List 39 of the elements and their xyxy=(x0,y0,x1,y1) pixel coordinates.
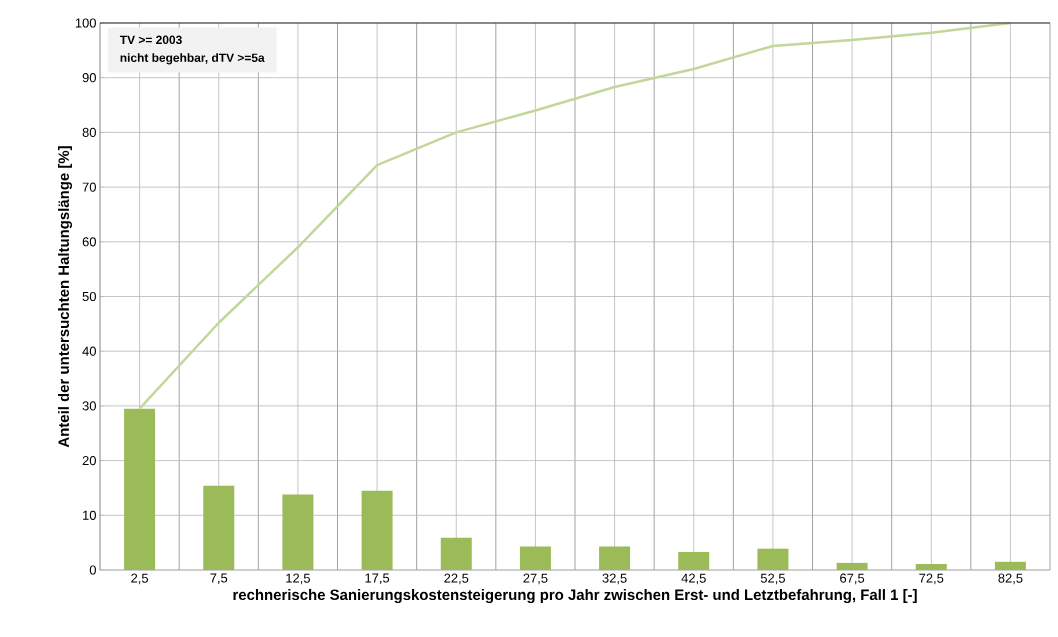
x-axis-title: rechnerische Sanierungskostensteigerung pro Jahr zwischen Erst- und Letztbefahrung, Fall 1 [-] xyxy=(233,589,917,604)
bar xyxy=(519,546,551,570)
annotation: nicht begehbar, dTV >=5a xyxy=(120,53,265,65)
x-tick-label: 27,5 xyxy=(523,573,548,585)
y-tick-label: 50 xyxy=(82,291,96,302)
y-tick-label: 30 xyxy=(82,401,96,411)
bar xyxy=(836,562,868,570)
bar xyxy=(599,546,631,570)
bar xyxy=(361,490,393,570)
y-tick-label: 20 xyxy=(82,456,96,466)
bar xyxy=(994,561,1026,570)
x-tick-label: 42,5 xyxy=(681,573,706,585)
y-tick-label: 40 xyxy=(82,346,96,356)
bar xyxy=(757,548,789,570)
x-tick-label: 72,5 xyxy=(919,573,944,585)
bar xyxy=(203,485,235,570)
bar xyxy=(678,551,710,570)
y-tick-label: 80 xyxy=(82,127,96,137)
x-tick-label: 52,5 xyxy=(760,573,785,585)
y-tick-label: 70 xyxy=(82,182,96,192)
x-tick-label: 67,5 xyxy=(840,573,865,585)
annotation: TV >= 2003 xyxy=(119,35,182,45)
y-tick-label: 90 xyxy=(82,73,96,83)
y-tick-label: 60 xyxy=(82,237,96,247)
y-axis-title: Anteil der untersuchten Haltungslänge [%] xyxy=(58,146,73,448)
x-tick-label: 7,5 xyxy=(210,573,228,585)
y-tick-label: 100 xyxy=(75,18,96,28)
x-tick-label: 12,5 xyxy=(286,573,310,585)
x-tick-label: 22,5 xyxy=(444,573,469,585)
x-tick-label: 32,5 xyxy=(602,573,627,585)
x-tick-label: 2,5 xyxy=(131,573,149,585)
x-tick-label: 82,5 xyxy=(998,573,1023,585)
y-tick-label: 10 xyxy=(83,510,96,520)
bar xyxy=(440,537,472,570)
bar xyxy=(124,408,156,570)
x-tick-label: 17,5 xyxy=(365,573,390,585)
bar xyxy=(915,563,947,570)
y-tick-label: 0 xyxy=(89,565,96,575)
bar xyxy=(282,494,314,570)
